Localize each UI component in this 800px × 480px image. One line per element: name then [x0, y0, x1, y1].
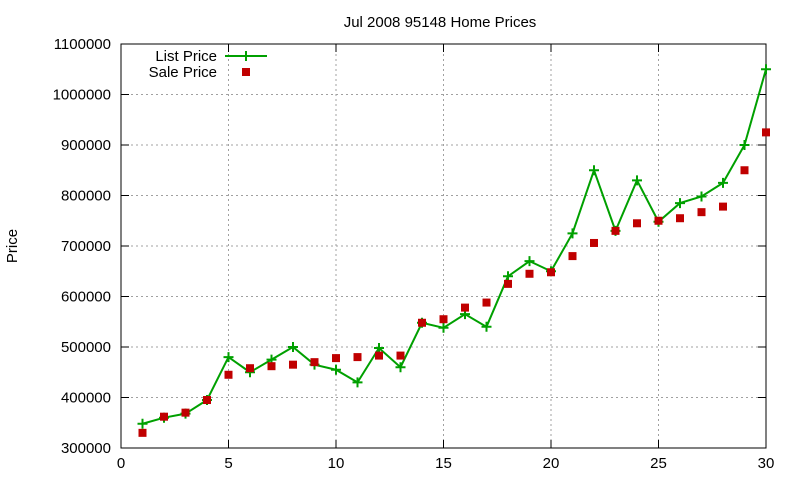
list-price-point	[524, 256, 535, 267]
sale-price-point	[439, 315, 448, 324]
sale-price-point	[762, 128, 770, 137]
sale-price-point	[396, 351, 405, 360]
x-tick-label: 25	[650, 455, 667, 472]
list-price-point	[352, 377, 363, 388]
legend-cross-swatch	[241, 51, 251, 61]
x-tick-label: 15	[435, 455, 452, 472]
sale-price-point	[740, 166, 749, 175]
y-tick-label: 500000	[61, 339, 111, 356]
sale-price-point	[611, 226, 620, 235]
sale-price-point	[203, 396, 211, 405]
list-price-point	[589, 165, 599, 176]
sale-price-point	[633, 219, 641, 228]
legend-label: List Price	[155, 48, 217, 65]
list-price-point	[374, 343, 384, 354]
x-tick-label: 10	[328, 455, 345, 472]
y-tick-label: 1000000	[53, 87, 111, 104]
sale-price-point	[138, 428, 147, 437]
y-tick-label: 1100000	[54, 36, 111, 53]
sale-price-point	[289, 360, 297, 369]
sale-price-point	[590, 238, 598, 247]
series-2	[138, 128, 770, 437]
list-price-point	[632, 175, 642, 186]
sale-price-point	[547, 268, 555, 277]
sale-price-point	[504, 279, 512, 288]
sale-price-point	[697, 208, 706, 217]
list-price-point	[331, 364, 341, 375]
list-price-line	[142, 68, 767, 425]
list-price-point	[395, 362, 406, 373]
list-price-point	[718, 177, 728, 188]
x-tick-label: 0	[117, 455, 125, 472]
legend-square-swatch	[242, 68, 250, 76]
list-price-point	[739, 140, 750, 150]
sale-price-point	[719, 202, 727, 211]
sale-price-point	[375, 351, 383, 360]
list-price-point	[438, 322, 449, 333]
sale-price-point	[525, 269, 534, 278]
list-price-point	[481, 321, 492, 332]
y-tick-label: 600000	[61, 289, 111, 306]
y-tick-label: 700000	[61, 238, 111, 255]
legend-label: Sale Price	[149, 64, 217, 81]
series	[137, 64, 771, 437]
sale-price-point	[181, 408, 190, 417]
x-tick-label: 20	[543, 455, 560, 472]
sale-price-point	[332, 354, 340, 363]
series-1	[137, 64, 771, 429]
axis-ticks: 0 5 10 15 20 25 30 300000 400000 500000 600000 7000…	[53, 36, 775, 472]
list-price-point	[675, 198, 685, 209]
grid-lines	[121, 44, 766, 448]
sale-price-point	[310, 358, 319, 367]
sale-price-point	[568, 252, 577, 261]
sale-price-point	[353, 353, 362, 362]
sale-price-point	[654, 216, 663, 225]
y-tick-label: 300000	[61, 440, 111, 457]
list-price-point	[288, 342, 298, 352]
y-tick-label: 900000	[61, 137, 111, 154]
list-price-point	[567, 228, 578, 239]
sale-price-point	[267, 362, 276, 371]
x-tick-label: 5	[224, 455, 232, 472]
list-price-point	[696, 191, 707, 202]
y-axis-label: Price	[4, 229, 21, 263]
sale-price-point	[224, 370, 233, 379]
list-price-point	[137, 418, 148, 429]
sale-price-point	[482, 298, 491, 307]
list-price-point	[761, 64, 771, 75]
y-tick-label: 800000	[61, 188, 111, 205]
list-price-point	[223, 352, 234, 363]
chart-title: Jul 2008 95148 Home Prices	[344, 14, 537, 31]
y-tick-label: 400000	[61, 390, 111, 407]
sale-price-point	[160, 412, 168, 421]
sale-price-point	[461, 303, 469, 312]
sale-price-point	[246, 364, 254, 373]
sale-price-point	[676, 214, 684, 223]
sale-price-point	[418, 318, 426, 327]
list-price-point	[503, 271, 513, 282]
x-tick-label: 30	[758, 455, 775, 472]
